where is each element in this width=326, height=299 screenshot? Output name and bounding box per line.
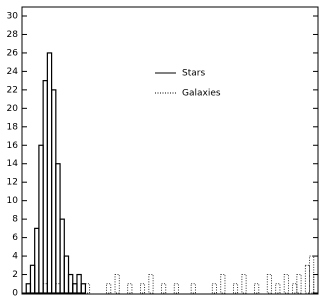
y-tick-label: 28	[7, 30, 19, 40]
bar	[63, 255, 70, 294]
bar	[106, 283, 112, 294]
bar	[254, 283, 260, 294]
y-tick-label: 4	[12, 252, 18, 262]
bar	[55, 163, 61, 294]
bar	[127, 283, 133, 294]
bar	[275, 283, 281, 294]
bar	[266, 274, 272, 294]
bar	[148, 274, 154, 294]
y-tick-label: 14	[7, 159, 19, 169]
y-tick-label: 8	[12, 215, 18, 225]
bar	[313, 274, 319, 294]
bar	[220, 274, 226, 294]
legend-label: Stars	[182, 69, 205, 79]
bar	[233, 283, 239, 294]
bar	[241, 274, 247, 294]
bar	[304, 264, 310, 294]
bar	[72, 283, 78, 294]
y-tick-label: 12	[7, 178, 18, 188]
bar	[50, 89, 57, 294]
bar	[67, 273, 74, 294]
bar	[42, 283, 48, 294]
bar	[283, 274, 289, 294]
bar	[211, 283, 217, 294]
legend-label: Galaxies	[182, 89, 221, 99]
bar	[161, 283, 167, 294]
bar	[46, 52, 53, 294]
y-tick-label: 20	[7, 104, 19, 114]
y-tick-label: 18	[7, 122, 19, 132]
bar	[190, 283, 196, 294]
y-tick-label: 26	[7, 48, 19, 58]
bar	[114, 274, 120, 294]
y-tick-label: 6	[12, 233, 18, 243]
y-tick-label: 0	[12, 289, 18, 299]
y-tick-label: 24	[7, 67, 19, 77]
bar	[72, 283, 78, 294]
bar	[25, 283, 32, 294]
bar	[34, 227, 40, 294]
bar	[76, 273, 82, 294]
y-tick-label: 10	[7, 196, 19, 206]
y-tick-label: 30	[7, 12, 19, 22]
bar	[38, 144, 44, 294]
bar	[42, 80, 48, 294]
bar	[296, 274, 302, 294]
bar	[59, 218, 65, 294]
bar	[139, 283, 146, 294]
y-tick-label: 2	[12, 270, 18, 280]
bar	[292, 283, 298, 294]
bar	[29, 264, 36, 294]
bar	[80, 283, 87, 294]
bar	[173, 283, 179, 294]
plot-frame	[21, 6, 319, 295]
y-tick-label: 16	[7, 141, 19, 151]
y-tick-label: 22	[7, 85, 18, 95]
bar	[85, 283, 91, 294]
bar	[55, 283, 61, 294]
